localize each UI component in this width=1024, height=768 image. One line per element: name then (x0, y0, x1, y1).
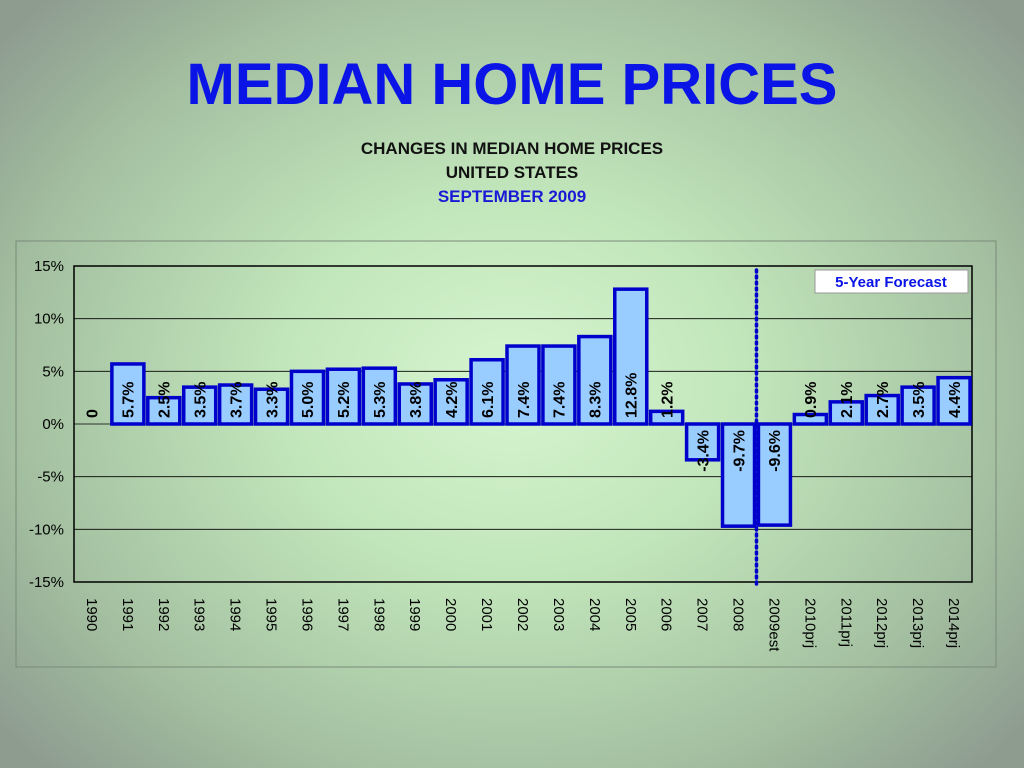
x-tick-label: 1995 (263, 598, 280, 631)
x-tick-label: 1998 (370, 598, 387, 631)
data-label: 5.2% (336, 382, 353, 418)
bar-2011prj (828, 400, 865, 426)
data-label: -3.4% (695, 430, 712, 472)
bar-1996 (289, 369, 326, 426)
bar-1992 (146, 395, 182, 426)
bar-2005 (613, 287, 649, 426)
data-label: 6.1% (480, 382, 497, 418)
data-label: 3.8% (408, 382, 425, 418)
bar-1994 (217, 383, 254, 426)
x-tick-label: 1999 (406, 598, 423, 631)
data-label: 5.7% (121, 382, 138, 418)
data-label: 0 (85, 409, 102, 418)
x-tick-label: 2006 (658, 598, 675, 631)
y-tick-label: 5% (42, 363, 64, 380)
bar-1995 (253, 387, 290, 426)
bar-2001 (469, 357, 505, 426)
data-label: 2.7% (875, 382, 892, 418)
bar-2012prj (864, 393, 900, 426)
forecast-annotation: 5-Year Forecast (814, 269, 969, 294)
y-tick-label: 0% (42, 416, 64, 433)
bar-2008 (720, 422, 757, 528)
data-label: 2.1% (839, 382, 856, 418)
x-tick-label: 2010prj (801, 598, 818, 648)
bar-1991 (110, 362, 146, 426)
data-label: 4.4% (947, 382, 964, 418)
data-label: 3.3% (264, 382, 281, 418)
x-tick-label: 2005 (622, 598, 639, 631)
bar-2000 (433, 378, 469, 426)
x-tick-label: 2007 (694, 598, 711, 631)
x-tick-label: 2013prj (909, 598, 926, 648)
x-axis-ticks: 1990 1991 1992 1993 1994 1995 1996 1997 1998 1999… (83, 598, 962, 652)
forecast-annotation-text: 5-Year Forecast (835, 274, 947, 291)
bar-2006 (648, 409, 685, 426)
x-tick-label: 2008 (730, 598, 747, 631)
x-tick-label: 2001 (478, 598, 495, 631)
bar-2007 (684, 422, 721, 462)
data-label: 0.9% (803, 382, 820, 418)
x-tick-label: 1990 (83, 598, 100, 631)
x-tick-label: 1996 (298, 598, 315, 631)
data-label: 4.2% (444, 382, 461, 418)
bar-1999 (397, 382, 433, 426)
bar-2004 (577, 334, 613, 426)
slide-title: MEDIAN HOME PRICES (186, 52, 838, 117)
data-label: 7.4% (552, 382, 569, 418)
y-tick-label: -5% (37, 469, 64, 486)
data-labels: 0 5.7% 2.5% 3.5% 3.7% 3.3% 5.0% 5.2% 5.3% 3.8% 4.2… (85, 373, 964, 472)
x-tick-label: 1997 (334, 598, 351, 631)
data-label: 5.3% (372, 382, 389, 418)
data-label: 5.0% (300, 382, 317, 418)
chart-subtitle-date: SEPTEMBER 2009 (437, 187, 587, 206)
data-label: 3.5% (192, 382, 209, 418)
x-tick-label: 2012prj (873, 598, 890, 648)
x-tick-label: 2003 (550, 598, 567, 631)
bars (110, 287, 972, 528)
x-tick-label: 2009est (765, 598, 782, 652)
data-label: 3.7% (228, 382, 245, 418)
x-tick-label: 2004 (586, 598, 603, 631)
y-tick-label: -15% (29, 574, 64, 591)
bar-2014prj (936, 375, 972, 426)
bar-1998 (361, 366, 398, 426)
bar-2002 (505, 344, 541, 426)
data-label: -9.6% (767, 430, 784, 472)
chart-subtitle-region: UNITED STATES (445, 163, 579, 182)
x-tick-label: 1991 (119, 598, 136, 631)
bar-1997 (325, 367, 362, 426)
data-label: -9.7% (731, 430, 748, 472)
bar-2010prj (792, 412, 829, 426)
chart-title: CHANGES IN MEDIAN HOME PRICES (360, 139, 664, 158)
data-label: 2.5% (157, 382, 174, 418)
x-tick-label: 1994 (227, 598, 244, 631)
x-tick-label: 2011prj (837, 598, 854, 647)
x-tick-label: 1993 (191, 598, 208, 631)
data-label: 7.4% (516, 382, 533, 418)
y-tick-label: -10% (29, 521, 64, 538)
bar-1993 (181, 385, 218, 426)
y-axis-ticks: 15% 10% 5% 0% -5% -10% -15% (29, 258, 64, 591)
plot-area-border (73, 265, 973, 583)
y-tick-label: 15% (34, 258, 64, 275)
x-tick-label: 2014prj (945, 598, 962, 648)
data-label: 12.8% (624, 373, 641, 418)
x-tick-label: 2000 (442, 598, 459, 631)
y-tick-label: 10% (34, 311, 64, 328)
bar-2009est (756, 422, 793, 527)
x-tick-label: 2002 (514, 598, 531, 631)
data-label: 3.5% (911, 382, 928, 418)
forecast-annotation-box (814, 269, 969, 294)
x-tick-label: 1992 (155, 598, 172, 631)
chart-area-border (15, 240, 997, 668)
bar-2003 (541, 344, 577, 426)
data-label: 8.3% (588, 382, 605, 418)
data-label: 1.2% (659, 382, 676, 418)
bar-2013prj (900, 385, 936, 426)
